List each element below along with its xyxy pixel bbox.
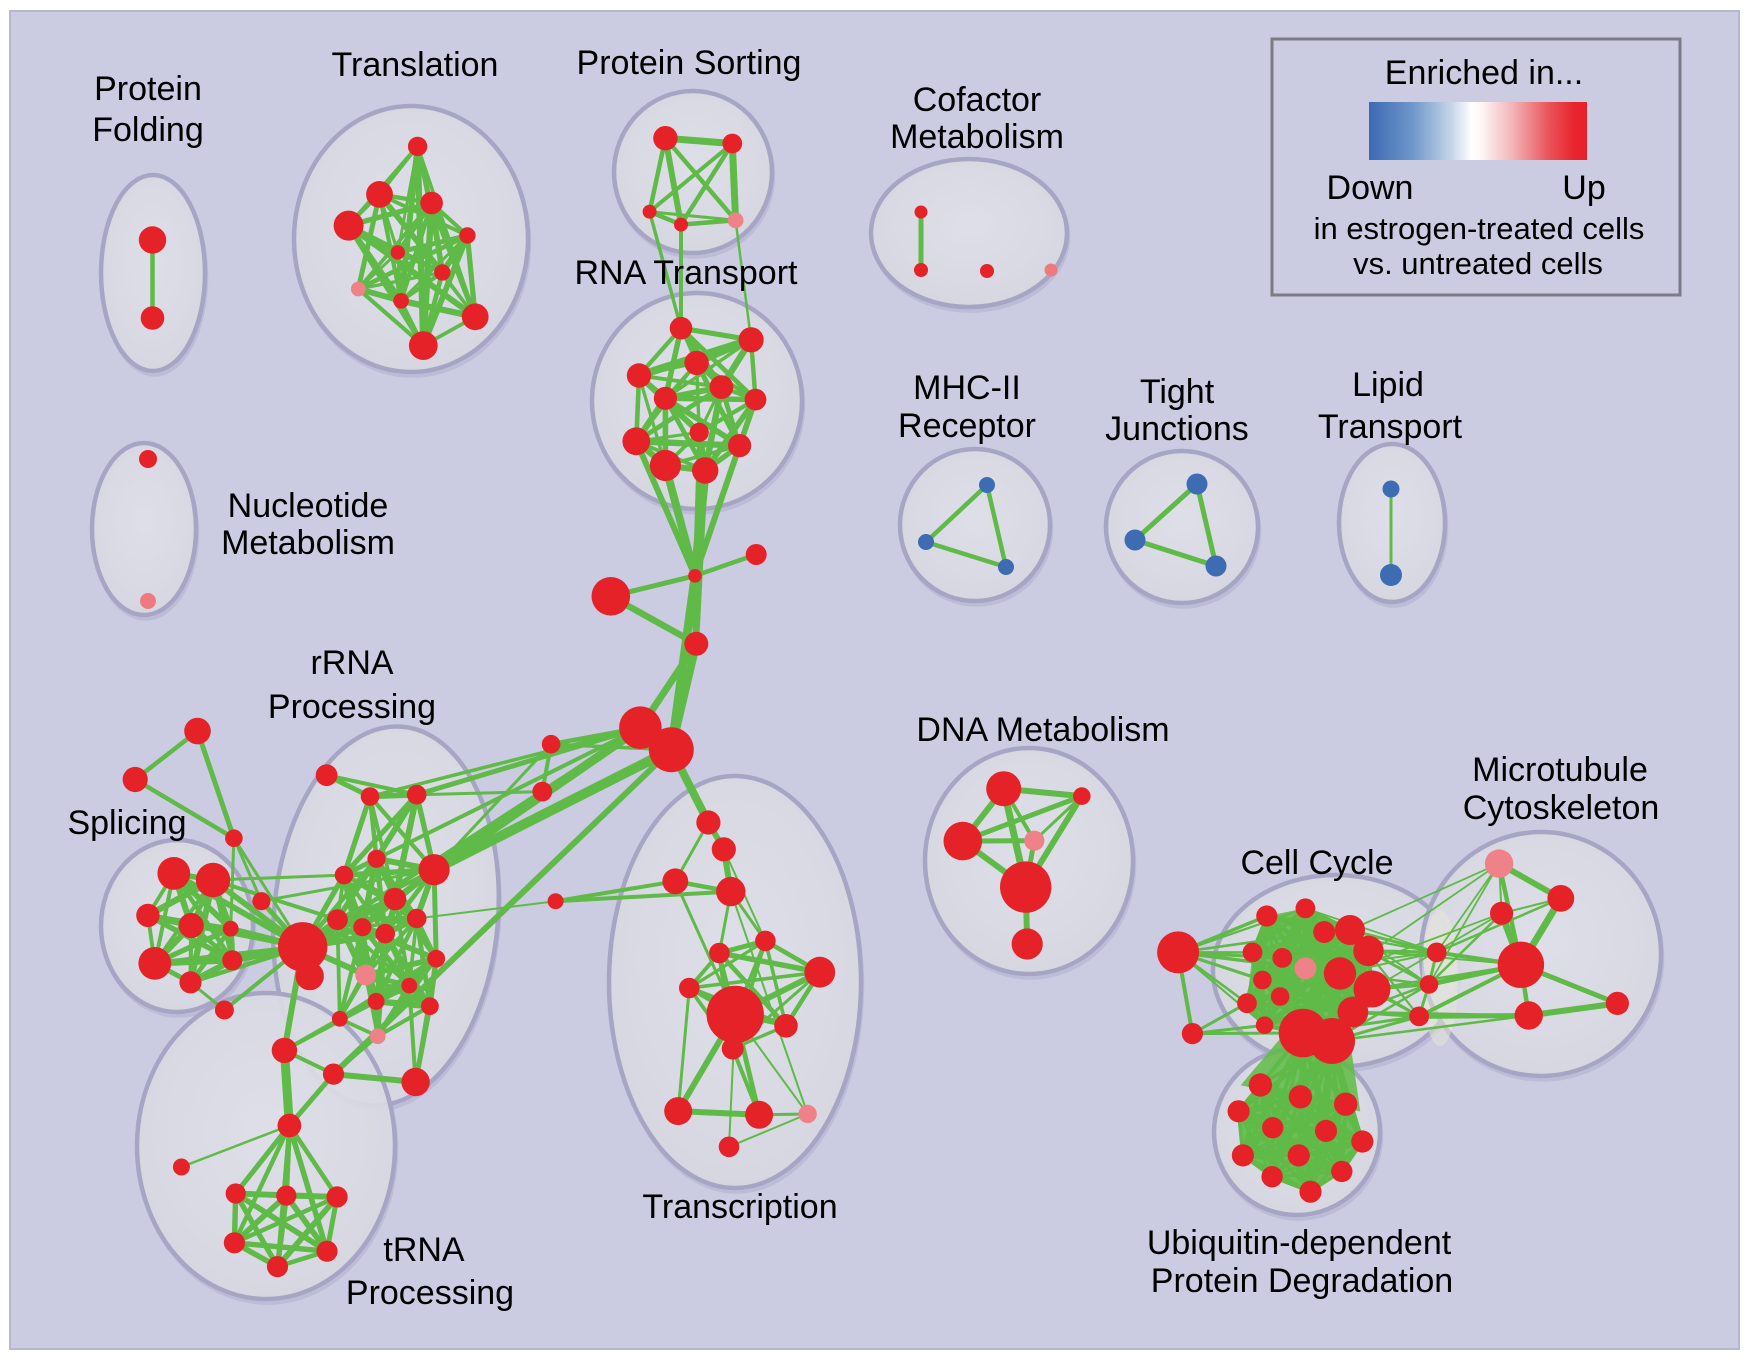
svg-text:RNA Transport: RNA Transport xyxy=(575,254,799,292)
svg-text:Junctions: Junctions xyxy=(1105,410,1249,448)
svg-text:Transcription: Transcription xyxy=(642,1188,837,1226)
svg-text:Tight: Tight xyxy=(1140,373,1215,411)
svg-text:Metabolism: Metabolism xyxy=(890,118,1064,156)
svg-text:Processing: Processing xyxy=(268,688,436,726)
svg-text:Cofactor: Cofactor xyxy=(913,81,1042,119)
svg-text:Down: Down xyxy=(1327,169,1414,207)
svg-text:rRNA: rRNA xyxy=(310,644,393,682)
svg-text:Nucleotide: Nucleotide xyxy=(228,487,389,525)
svg-text:Cell Cycle: Cell Cycle xyxy=(1240,844,1393,882)
svg-text:vs. untreated cells: vs. untreated cells xyxy=(1353,246,1603,281)
svg-text:Processing: Processing xyxy=(346,1274,514,1312)
svg-text:Lipid: Lipid xyxy=(1352,366,1424,404)
svg-text:Receptor: Receptor xyxy=(898,407,1036,445)
svg-text:in estrogen-treated cells: in estrogen-treated cells xyxy=(1314,211,1645,246)
svg-text:tRNA: tRNA xyxy=(383,1231,465,1269)
svg-text:Translation: Translation xyxy=(332,46,499,84)
svg-text:Protein Degradation: Protein Degradation xyxy=(1151,1262,1453,1300)
svg-text:MHC-II: MHC-II xyxy=(913,369,1021,407)
svg-text:Up: Up xyxy=(1562,169,1605,207)
svg-text:Ubiquitin-dependent: Ubiquitin-dependent xyxy=(1147,1224,1452,1262)
svg-text:Folding: Folding xyxy=(92,111,204,149)
svg-text:DNA Metabolism: DNA Metabolism xyxy=(916,711,1169,749)
svg-text:Protein Sorting: Protein Sorting xyxy=(577,44,802,82)
svg-text:Cytoskeleton: Cytoskeleton xyxy=(1463,789,1660,827)
svg-text:Enriched in...: Enriched in... xyxy=(1385,54,1583,92)
svg-text:Metabolism: Metabolism xyxy=(221,524,395,562)
svg-text:Microtubule: Microtubule xyxy=(1472,751,1648,789)
svg-text:Protein: Protein xyxy=(94,70,202,108)
svg-text:Transport: Transport xyxy=(1318,408,1463,446)
svg-text:Splicing: Splicing xyxy=(67,804,186,842)
